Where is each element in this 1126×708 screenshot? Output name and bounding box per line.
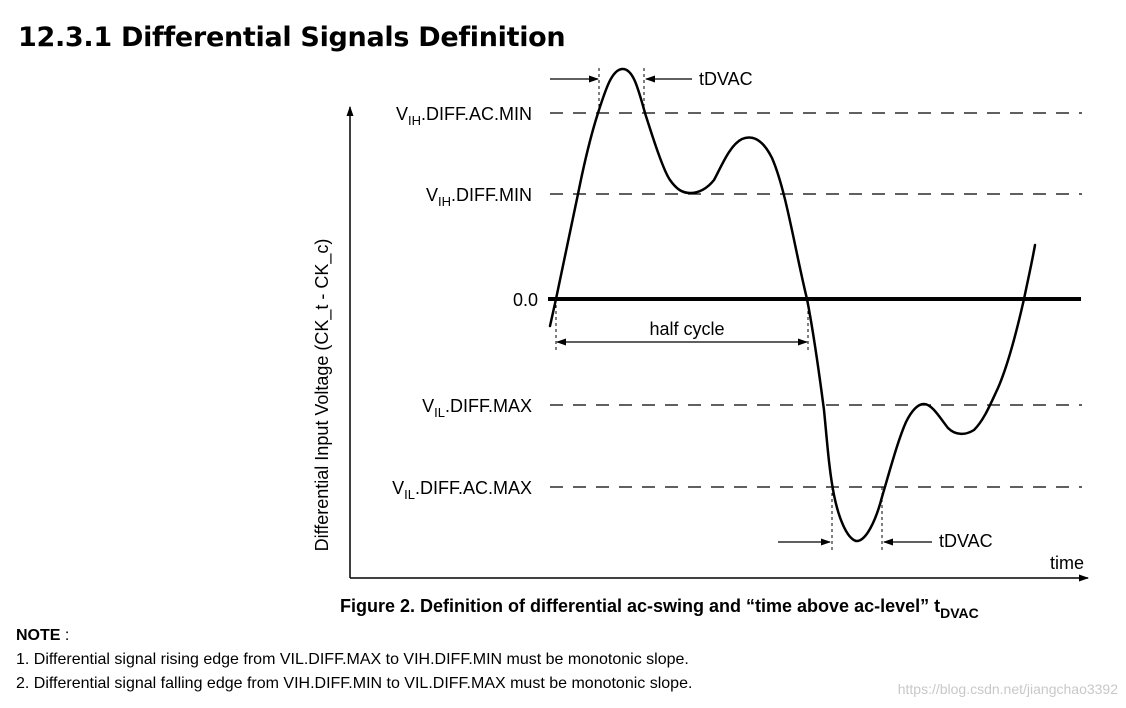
note-title: NOTE :: [16, 627, 70, 644]
zero-level-label: 0.0: [513, 290, 538, 310]
tdvac-bottom-label: tDVAC: [939, 531, 993, 551]
note-line-2: 2. Differential signal falling edge from…: [16, 675, 693, 692]
vil-ac-level-label: VIL.DIFF.AC.MAX: [392, 478, 532, 502]
x-axis-label: time: [1050, 553, 1084, 573]
figure-caption: Figure 2. Definition of differential ac-…: [340, 596, 979, 621]
vih-ac-level-label: VIH.DIFF.AC.MIN: [396, 104, 532, 128]
note-line-1: 1. Differential signal rising edge from …: [16, 651, 689, 668]
vih-level-label: VIH.DIFF.MIN: [426, 185, 532, 209]
page-title: 12.3.1 Differential Signals Definition: [18, 22, 566, 53]
differential-waveform: [548, 67, 1037, 543]
tdvac-top-label: tDVAC: [699, 69, 753, 89]
half-cycle-label: half cycle: [649, 319, 724, 339]
vil-level-label: VIL.DIFF.MAX: [422, 396, 532, 420]
watermark: https://blog.csdn.net/jiangchao3392: [897, 681, 1118, 697]
y-axis-label: Differential Input Voltage (CK_t - CK_c): [312, 239, 333, 552]
